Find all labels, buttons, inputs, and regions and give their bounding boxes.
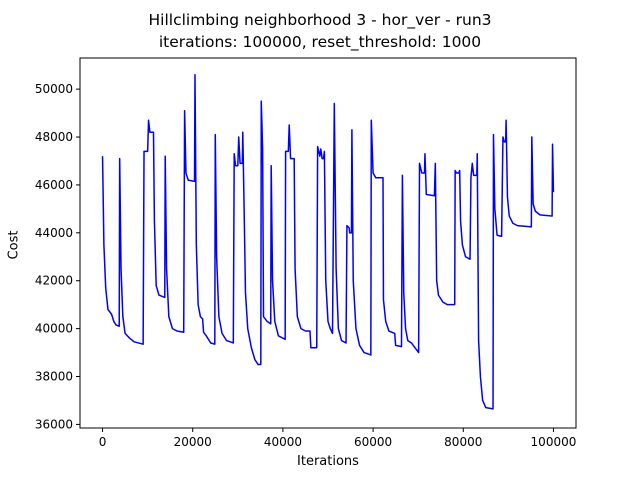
y-tick-label: 46000 xyxy=(35,178,73,192)
plot-area xyxy=(101,74,555,410)
x-tick-label: 80000 xyxy=(444,435,482,449)
x-tick-label: 60000 xyxy=(354,435,392,449)
x-axis-label: Iterations xyxy=(297,454,359,469)
y-axis-label: Cost xyxy=(6,230,22,260)
x-tick-label: 20000 xyxy=(174,435,212,449)
y-tick-label: 48000 xyxy=(35,130,73,144)
x-tick-label: 40000 xyxy=(264,435,302,449)
y-tick-label: 36000 xyxy=(35,417,73,431)
axes-frame xyxy=(79,57,577,429)
y-tick-label: 44000 xyxy=(35,226,73,240)
x-tick-label: 100000 xyxy=(531,435,577,449)
chart-title: Hillclimbing neighborhood 3 - hor_ver - … xyxy=(148,11,492,29)
y-tick-label: 40000 xyxy=(35,322,73,336)
axis-ticks: 0 20000 40000 60000 80000 100000 36000 38000 400… xyxy=(35,82,577,449)
y-tick-label: 42000 xyxy=(35,274,73,288)
y-tick-label: 38000 xyxy=(35,370,73,384)
y-axis-label-container: Cost xyxy=(2,60,26,430)
x-tick-label: 0 xyxy=(99,435,107,449)
chart-subtitle: iterations: 100000, reset_threshold: 100… xyxy=(158,33,482,51)
series-line-0 xyxy=(101,74,555,410)
y-tick-label: 50000 xyxy=(35,82,73,96)
